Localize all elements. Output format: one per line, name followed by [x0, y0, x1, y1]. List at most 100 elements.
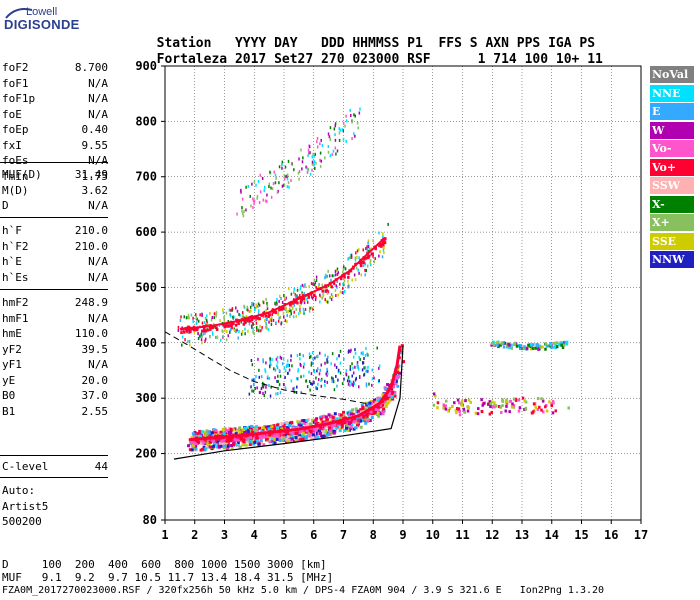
footer-d-val-3: 600: [141, 558, 161, 571]
echo-point: [241, 311, 244, 315]
echo-point: [539, 345, 542, 349]
param-value: N/A: [88, 311, 108, 325]
echo-point: [342, 137, 345, 141]
echo-point: [268, 376, 271, 380]
echo-point: [347, 275, 350, 279]
echo-point: [242, 322, 246, 326]
echo-point: [321, 434, 325, 438]
echo-point: [326, 433, 330, 437]
echo-point: [469, 400, 473, 404]
echo-point: [442, 403, 446, 407]
echo-point: [520, 347, 523, 351]
echo-point: [552, 341, 556, 345]
echo-point: [458, 410, 461, 414]
echo-point: [344, 267, 347, 271]
echo-point: [216, 335, 219, 339]
echo-point: [255, 326, 258, 330]
param-value: N/A: [88, 92, 108, 105]
echo-point: [552, 401, 555, 405]
echo-point: [436, 406, 439, 410]
echo-point: [324, 361, 326, 365]
echo-point: [454, 408, 458, 412]
echo-point: [241, 430, 245, 434]
echo-point: [378, 404, 382, 408]
param-separator: [0, 162, 108, 163]
echo-point: [314, 422, 318, 426]
echo-point: [333, 127, 336, 131]
echo-point: [290, 179, 292, 183]
echo-point: [492, 343, 496, 347]
echo-point: [458, 413, 462, 417]
echo-point: [214, 325, 216, 329]
echo-point: [295, 314, 298, 318]
echo-point: [236, 309, 239, 313]
x-tick-label: 3: [221, 528, 228, 542]
echo-point: [341, 128, 344, 132]
echo-point: [209, 325, 213, 329]
echo-point: [380, 243, 383, 247]
logo-line1: Lowell: [26, 6, 58, 18]
echo-point: [366, 264, 369, 268]
echo-point: [318, 282, 320, 286]
echo-point: [334, 133, 336, 137]
echo-point: [353, 132, 355, 136]
echo-point: [252, 322, 254, 326]
echo-point: [243, 316, 245, 320]
echo-point: [252, 327, 254, 331]
echo-point: [261, 385, 264, 389]
echo-point: [376, 398, 380, 402]
echo-point: [275, 437, 279, 441]
echo-point: [326, 300, 329, 304]
echo-point: [550, 346, 553, 350]
echo-point: [240, 332, 243, 336]
echo-point: [263, 189, 266, 193]
echo-point: [207, 323, 210, 327]
echo-point: [338, 131, 341, 135]
echo-point: [253, 383, 255, 387]
echo-point: [322, 293, 325, 297]
echo-point: [307, 148, 310, 152]
echo-point: [480, 409, 484, 413]
echo-point: [320, 379, 322, 383]
echo-point: [245, 439, 249, 443]
echo-point: [308, 380, 311, 384]
echo-point: [453, 401, 456, 405]
echo-point: [299, 308, 301, 312]
echo-point: [551, 411, 555, 415]
echo-point: [269, 360, 271, 364]
echo-point: [345, 372, 347, 376]
echo-point: [338, 429, 342, 433]
echo-point: [347, 256, 350, 260]
echo-point: [222, 335, 224, 339]
echo-point: [357, 126, 359, 130]
echo-point: [234, 323, 238, 327]
echo-point: [373, 260, 375, 264]
echo-point: [251, 303, 253, 307]
echo-point: [264, 314, 268, 318]
echo-point: [228, 324, 231, 328]
echo-point: [257, 436, 261, 440]
echo-point: [350, 254, 352, 258]
echo-point: [238, 430, 242, 434]
echo-point: [308, 352, 311, 356]
echo-point: [252, 199, 255, 203]
echo-point: [327, 355, 329, 359]
echo-point: [456, 406, 459, 410]
echo-point: [394, 376, 398, 380]
echo-point: [301, 433, 305, 437]
echo-point: [199, 434, 203, 438]
echo-point: [188, 448, 192, 452]
param-key: h`F2: [2, 239, 29, 253]
echo-point: [268, 384, 270, 388]
echo-point: [368, 382, 370, 386]
echo-point: [204, 339, 206, 343]
echo-point: [390, 395, 394, 399]
echo-point: [307, 154, 309, 158]
echo-point: [284, 296, 287, 300]
echo-point: [314, 298, 317, 302]
echo-point: [205, 445, 209, 449]
echo-point: [273, 170, 275, 174]
param-value: 20.0: [81, 373, 109, 387]
echo-point: [229, 427, 233, 431]
echo-point: [299, 310, 302, 314]
